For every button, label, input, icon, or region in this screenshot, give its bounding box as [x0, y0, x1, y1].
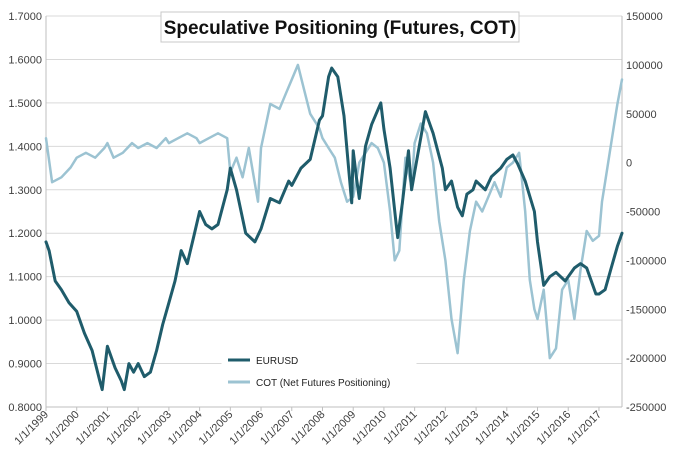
right-y-axis: -250000 -200000 -150000 -100000 -50000 0 50000…: [621, 11, 666, 414]
right-tick-label: 150000: [626, 11, 663, 23]
legend-label-cot: COT (Net Futures Positioning): [256, 378, 390, 389]
left-y-axis: 0.8000 0.9000 1.0000 1.1000 1.2000 1.3000 1.40…: [8, 11, 47, 414]
legend: EURUSD COT (Net Futures Positioning): [221, 345, 417, 393]
eurusd-series-line: [44, 66, 624, 392]
left-tick-label: 1.1000: [8, 272, 42, 284]
left-tick-label: 1.2000: [8, 228, 42, 240]
x-tick-label: 1/1/2017: [565, 409, 604, 448]
x-axis: 1/1/19991/1/20001/1/20011/1/20021/1/2003…: [12, 406, 622, 448]
right-tick-label: -50000: [626, 207, 660, 219]
left-tick-label: 1.5000: [8, 98, 42, 110]
right-tick-label: 100000: [626, 60, 663, 72]
left-tick-label: 1.7000: [8, 11, 42, 23]
left-tick-label: 1.0000: [8, 315, 42, 327]
left-tick-label: 1.6000: [8, 54, 42, 66]
x-tick-label: 1/1/2010: [350, 409, 389, 448]
right-tick-label: -100000: [626, 255, 666, 267]
right-tick-label: -200000: [626, 353, 666, 365]
legend-label-eurusd: EURUSD: [256, 356, 298, 367]
left-tick-label: 1.4000: [8, 141, 42, 153]
chart-title: Speculative Positioning (Futures, COT): [164, 18, 517, 39]
right-tick-label: -250000: [626, 402, 666, 414]
left-tick-label: 0.8000: [8, 402, 42, 414]
right-tick-label: 0: [626, 158, 632, 170]
cot-series-line: [44, 63, 624, 360]
chart-title-box: Speculative Positioning (Futures, COT): [160, 11, 520, 43]
left-tick-label: 1.3000: [8, 185, 42, 197]
series-layer: [44, 63, 624, 392]
right-tick-label: -150000: [626, 304, 666, 316]
left-tick-label: 0.9000: [8, 359, 42, 371]
right-tick-label: 50000: [626, 109, 657, 121]
